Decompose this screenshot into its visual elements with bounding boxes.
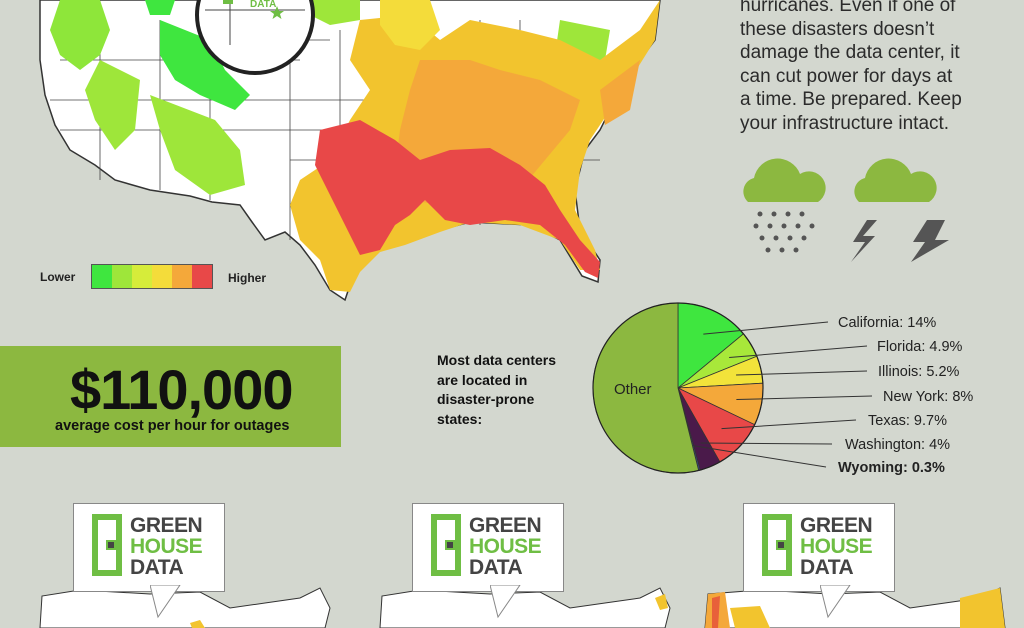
pie-leader-line bbox=[721, 419, 857, 430]
storm-cloud-lightning-icon bbox=[851, 158, 949, 262]
logo-word-house: HOUSE bbox=[469, 535, 542, 558]
logo-pointer bbox=[150, 585, 181, 619]
green-house-data-logo-icon bbox=[431, 514, 461, 576]
high-risk-region bbox=[315, 120, 600, 278]
legend-high-label: Higher bbox=[228, 271, 267, 285]
pie-leader-line bbox=[736, 370, 868, 376]
paragraph-line: these disasters doesn’t bbox=[740, 18, 935, 40]
logo-word-green: GREEN bbox=[800, 514, 873, 537]
pie-label-new-york: New York: 8% bbox=[883, 389, 974, 405]
risk-legend-bar bbox=[91, 264, 213, 289]
legend-swatch bbox=[132, 265, 152, 288]
location-highlight-circle bbox=[195, 0, 315, 75]
paragraph-line: a time. Be prepared. Keep bbox=[740, 89, 962, 110]
pie-caption-line: disaster-prone bbox=[437, 391, 535, 407]
green-house-data-logo-icon bbox=[762, 514, 792, 576]
logo-word-house: HOUSE bbox=[800, 535, 873, 558]
legend-low-label: Lower bbox=[40, 270, 76, 284]
outage-cost-amount: $110,000 bbox=[70, 358, 293, 421]
green-house-data-logo-icon bbox=[92, 514, 122, 576]
legend-swatch bbox=[172, 265, 192, 288]
green-house-data-logo-card: GREEN HOUSE DATA bbox=[743, 503, 895, 592]
pie-caption-line: are located in bbox=[437, 371, 528, 388]
pie-caption-line: Most data centers bbox=[437, 352, 557, 368]
paragraph-line: your infrastructure intact. bbox=[740, 112, 950, 134]
pie-leader-line bbox=[729, 345, 868, 359]
logo-word-data: DATA bbox=[800, 556, 854, 579]
pie-leader-line bbox=[736, 395, 873, 401]
outage-cost-caption: average cost per hour for outages bbox=[55, 418, 290, 434]
logo-word-data: DATA bbox=[469, 556, 523, 579]
pie-outline bbox=[592, 302, 764, 474]
green-house-data-logo-card: GREEN HOUSE DATA bbox=[412, 503, 564, 592]
legend-swatch bbox=[92, 265, 112, 288]
pie-leader-line bbox=[700, 442, 833, 445]
logo-pointer bbox=[490, 585, 521, 619]
pie-label-illinois: Illinois: 5.2% bbox=[878, 364, 960, 380]
outage-cost-panel bbox=[0, 346, 341, 447]
green-house-data-logo-card: GREEN HOUSE DATA bbox=[73, 503, 225, 592]
legend-swatch bbox=[152, 265, 172, 288]
pie-label-texas: Texas: 9.7% bbox=[868, 413, 947, 429]
map-logo-text: DATA bbox=[250, 0, 276, 10]
paragraph-line: can cut power for days at bbox=[740, 65, 953, 87]
pie-caption: Most data centers are located in disaste… bbox=[437, 351, 587, 429]
logo-word-data: DATA bbox=[130, 556, 184, 579]
logo-word-house: HOUSE bbox=[130, 535, 203, 558]
paragraph-line: hurricanes. Even if one of bbox=[740, 0, 956, 16]
location-star-icon bbox=[270, 6, 284, 19]
data-center-pie-chart: Other bbox=[592, 302, 873, 474]
pie-caption-line: states: bbox=[437, 410, 483, 427]
paragraph-line: damage the data center, it bbox=[740, 42, 960, 63]
logo-word-green: GREEN bbox=[469, 514, 542, 537]
rain-cloud-icon bbox=[743, 158, 826, 253]
pie-leader-line bbox=[692, 445, 827, 468]
logo-word-green: GREEN bbox=[130, 514, 203, 537]
legend-swatch bbox=[192, 265, 212, 288]
pie-label-california: California: 14% bbox=[838, 315, 937, 331]
pie-label-other: Other bbox=[614, 381, 652, 398]
disaster-paragraph: hurricanes. Even if one of these disaste… bbox=[740, 0, 1020, 135]
logo-pointer bbox=[820, 585, 851, 619]
pie-label-washington: Washington: 4% bbox=[845, 437, 951, 453]
disaster-risk-map: DATA bbox=[39, 0, 661, 302]
pie-leader-line bbox=[703, 321, 829, 335]
pie-label-wyoming: Wyoming: 0.3% bbox=[838, 460, 945, 476]
legend-swatch bbox=[112, 265, 132, 288]
pie-label-florida: Florida: 4.9% bbox=[877, 339, 963, 355]
